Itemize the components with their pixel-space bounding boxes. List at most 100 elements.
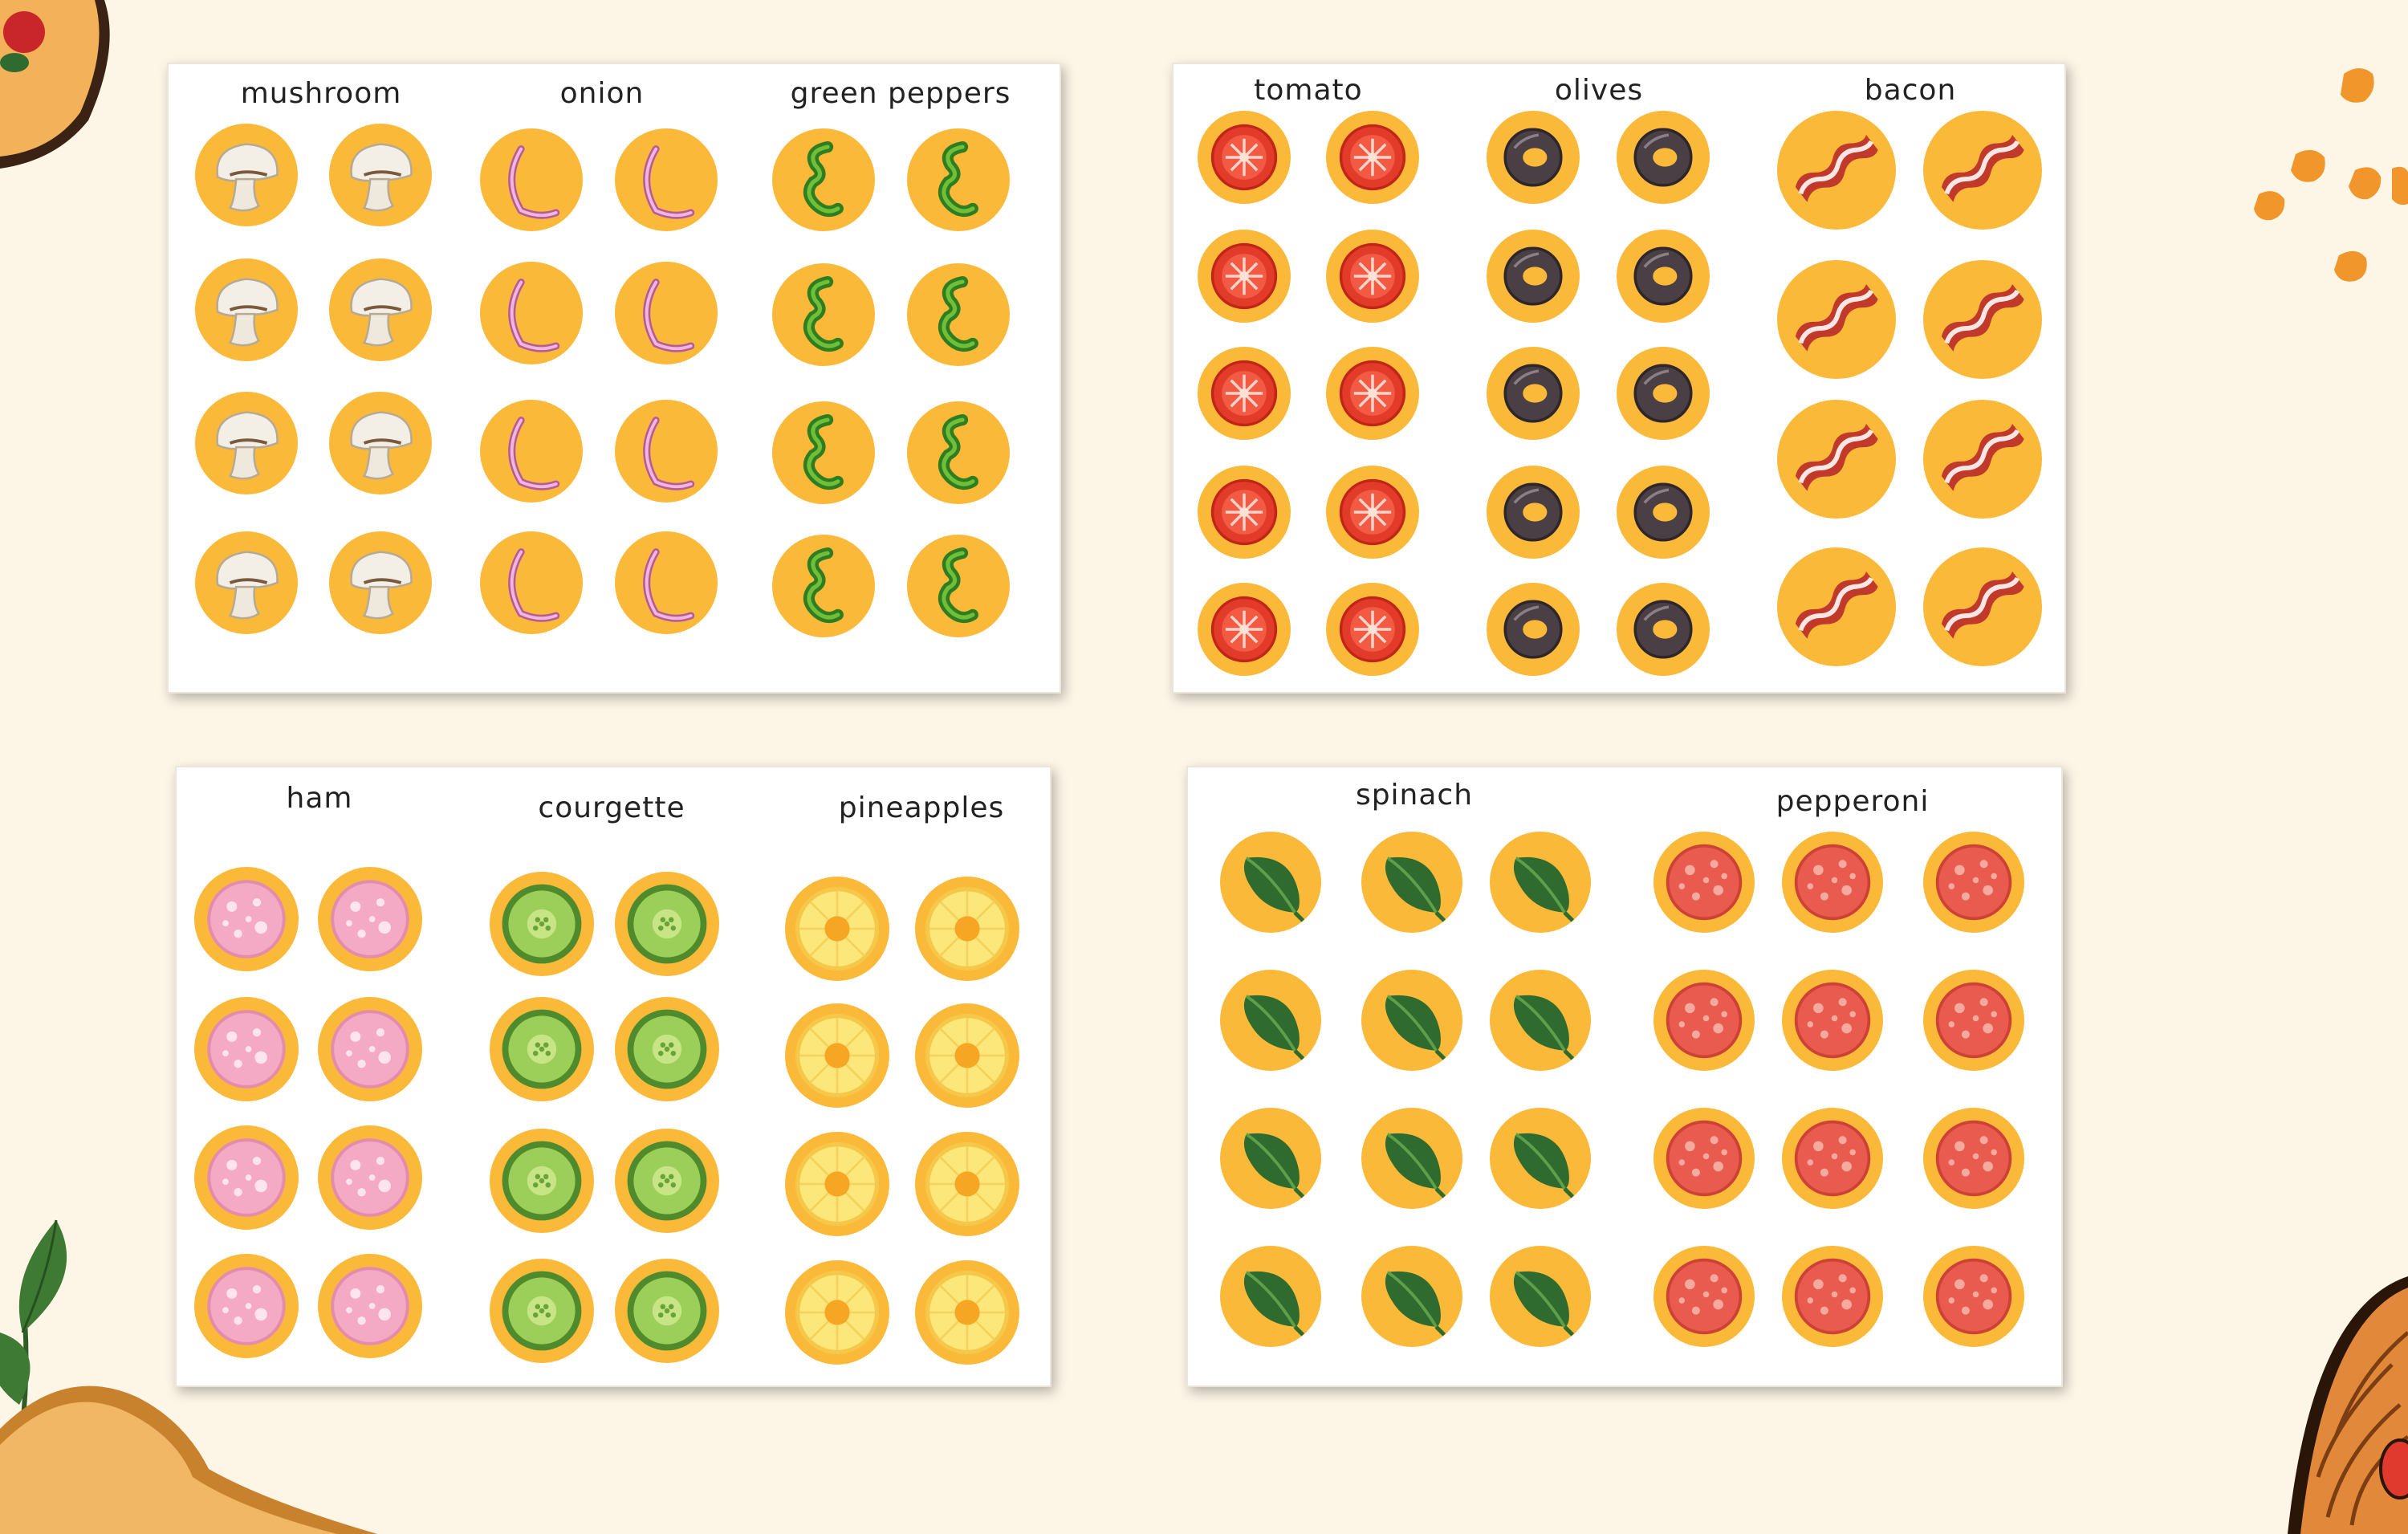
pineapple-icon (915, 1260, 1019, 1365)
olive-icon (1617, 230, 1710, 323)
tomato-icon (1198, 583, 1291, 676)
label-green-peppers: green peppers (790, 77, 1011, 110)
onion-icon (615, 400, 718, 503)
label-pineapples: pineapples (838, 791, 1005, 824)
tomato-icon (1198, 347, 1291, 440)
label-bacon: bacon (1864, 74, 1957, 107)
courgette-icon (490, 1129, 594, 1233)
bacon-icon (1777, 111, 1896, 230)
spinach-icon (1361, 1108, 1462, 1209)
olive-icon (1487, 230, 1580, 323)
courgette-icon (615, 1129, 719, 1233)
spinach-icon (1361, 1246, 1462, 1347)
label-mushroom: mushroom (240, 77, 402, 110)
tomato-icon (1326, 466, 1419, 559)
pepperoni-icon (1782, 1246, 1883, 1347)
pineapple-icon (915, 877, 1019, 981)
ham-icon (318, 1254, 422, 1358)
onion-icon (480, 262, 583, 364)
tomato-icon (1198, 111, 1291, 204)
spinach-icon (1220, 832, 1321, 933)
label-olives: olives (1554, 74, 1644, 107)
carrot-pieces-decoration (2254, 68, 2408, 282)
pizza-character-decoration-bottom-right (2288, 1276, 2408, 1534)
onion-icon (615, 128, 718, 231)
pepperoni-icon (1653, 832, 1755, 933)
onion-icon (615, 531, 718, 634)
pineapple-icon (785, 1260, 889, 1365)
label-tomato: tomato (1254, 74, 1363, 107)
courgette-icon (615, 872, 719, 976)
green-pepper-icon (772, 535, 875, 637)
ham-icon (318, 997, 422, 1101)
tomato-icon (1198, 466, 1291, 559)
green-pepper-icon (907, 263, 1010, 366)
pepperoni-icon (1923, 832, 2024, 933)
mushroom-icon (329, 392, 432, 494)
olive-icon (1487, 347, 1580, 440)
spinach-icon (1361, 970, 1462, 1071)
olive-icon (1487, 111, 1580, 204)
pepperoni-icon (1653, 970, 1755, 1071)
topping-sheet-3: ham courgette pineapples (175, 766, 1051, 1387)
spinach-icon (1490, 832, 1591, 933)
spinach-icon (1361, 832, 1462, 933)
olive-icon (1617, 111, 1710, 204)
pizza-slice-decoration-top-left (0, 0, 110, 169)
tomato-icon (1326, 230, 1419, 323)
spinach-icon (1490, 1108, 1591, 1209)
olive-icon (1487, 583, 1580, 676)
ham-icon (318, 867, 422, 971)
mushroom-icon (329, 124, 432, 226)
pepperoni-icon (1923, 970, 2024, 1071)
olive-icon (1487, 466, 1580, 559)
onion-icon (480, 128, 583, 231)
pepperoni-icon (1653, 1246, 1755, 1347)
pepperoni-icon (1923, 1246, 2024, 1347)
pineapple-icon (915, 1003, 1019, 1108)
pineapple-icon (785, 877, 889, 981)
green-pepper-icon (907, 401, 1010, 504)
olive-icon (1617, 347, 1710, 440)
green-pepper-icon (907, 535, 1010, 637)
mushroom-icon (329, 531, 432, 634)
bacon-icon (1777, 547, 1896, 666)
onion-icon (615, 262, 718, 364)
tomato-icon (1326, 347, 1419, 440)
pepperoni-icon (1653, 1108, 1755, 1209)
label-courgette: courgette (538, 791, 685, 824)
label-spinach: spinach (1355, 779, 1474, 812)
ham-icon (194, 1125, 299, 1230)
spinach-icon (1490, 970, 1591, 1071)
ham-icon (194, 867, 299, 971)
courgette-icon (490, 1259, 594, 1363)
tomato-icon (1326, 583, 1419, 676)
ham-icon (194, 997, 299, 1101)
ham-icon (194, 1254, 299, 1358)
onion-icon (480, 400, 583, 503)
mushroom-icon (195, 258, 298, 361)
spinach-icon (1220, 970, 1321, 1071)
bacon-icon (1777, 400, 1896, 519)
pepperoni-icon (1923, 1108, 2024, 1209)
onion-icon (480, 531, 583, 634)
topping-sheet-1: mushroom onion green peppers (167, 63, 1061, 694)
bacon-icon (1777, 260, 1896, 379)
pineapple-icon (785, 1003, 889, 1108)
pepperoni-icon (1782, 970, 1883, 1071)
spinach-icon (1220, 1108, 1321, 1209)
topping-sheet-2: tomato olives bacon (1172, 63, 2066, 694)
mushroom-icon (195, 531, 298, 634)
bacon-icon (1923, 111, 2042, 230)
tomato-icon (1326, 111, 1419, 204)
pepperoni-icon (1782, 832, 1883, 933)
green-pepper-icon (772, 401, 875, 504)
tomato-icon (1198, 230, 1291, 323)
courgette-icon (490, 872, 594, 976)
bacon-icon (1923, 547, 2042, 666)
pineapple-icon (915, 1132, 1019, 1236)
label-onion: onion (559, 77, 645, 110)
bacon-icon (1923, 260, 2042, 379)
mushroom-icon (329, 258, 432, 361)
spinach-icon (1220, 1246, 1321, 1347)
